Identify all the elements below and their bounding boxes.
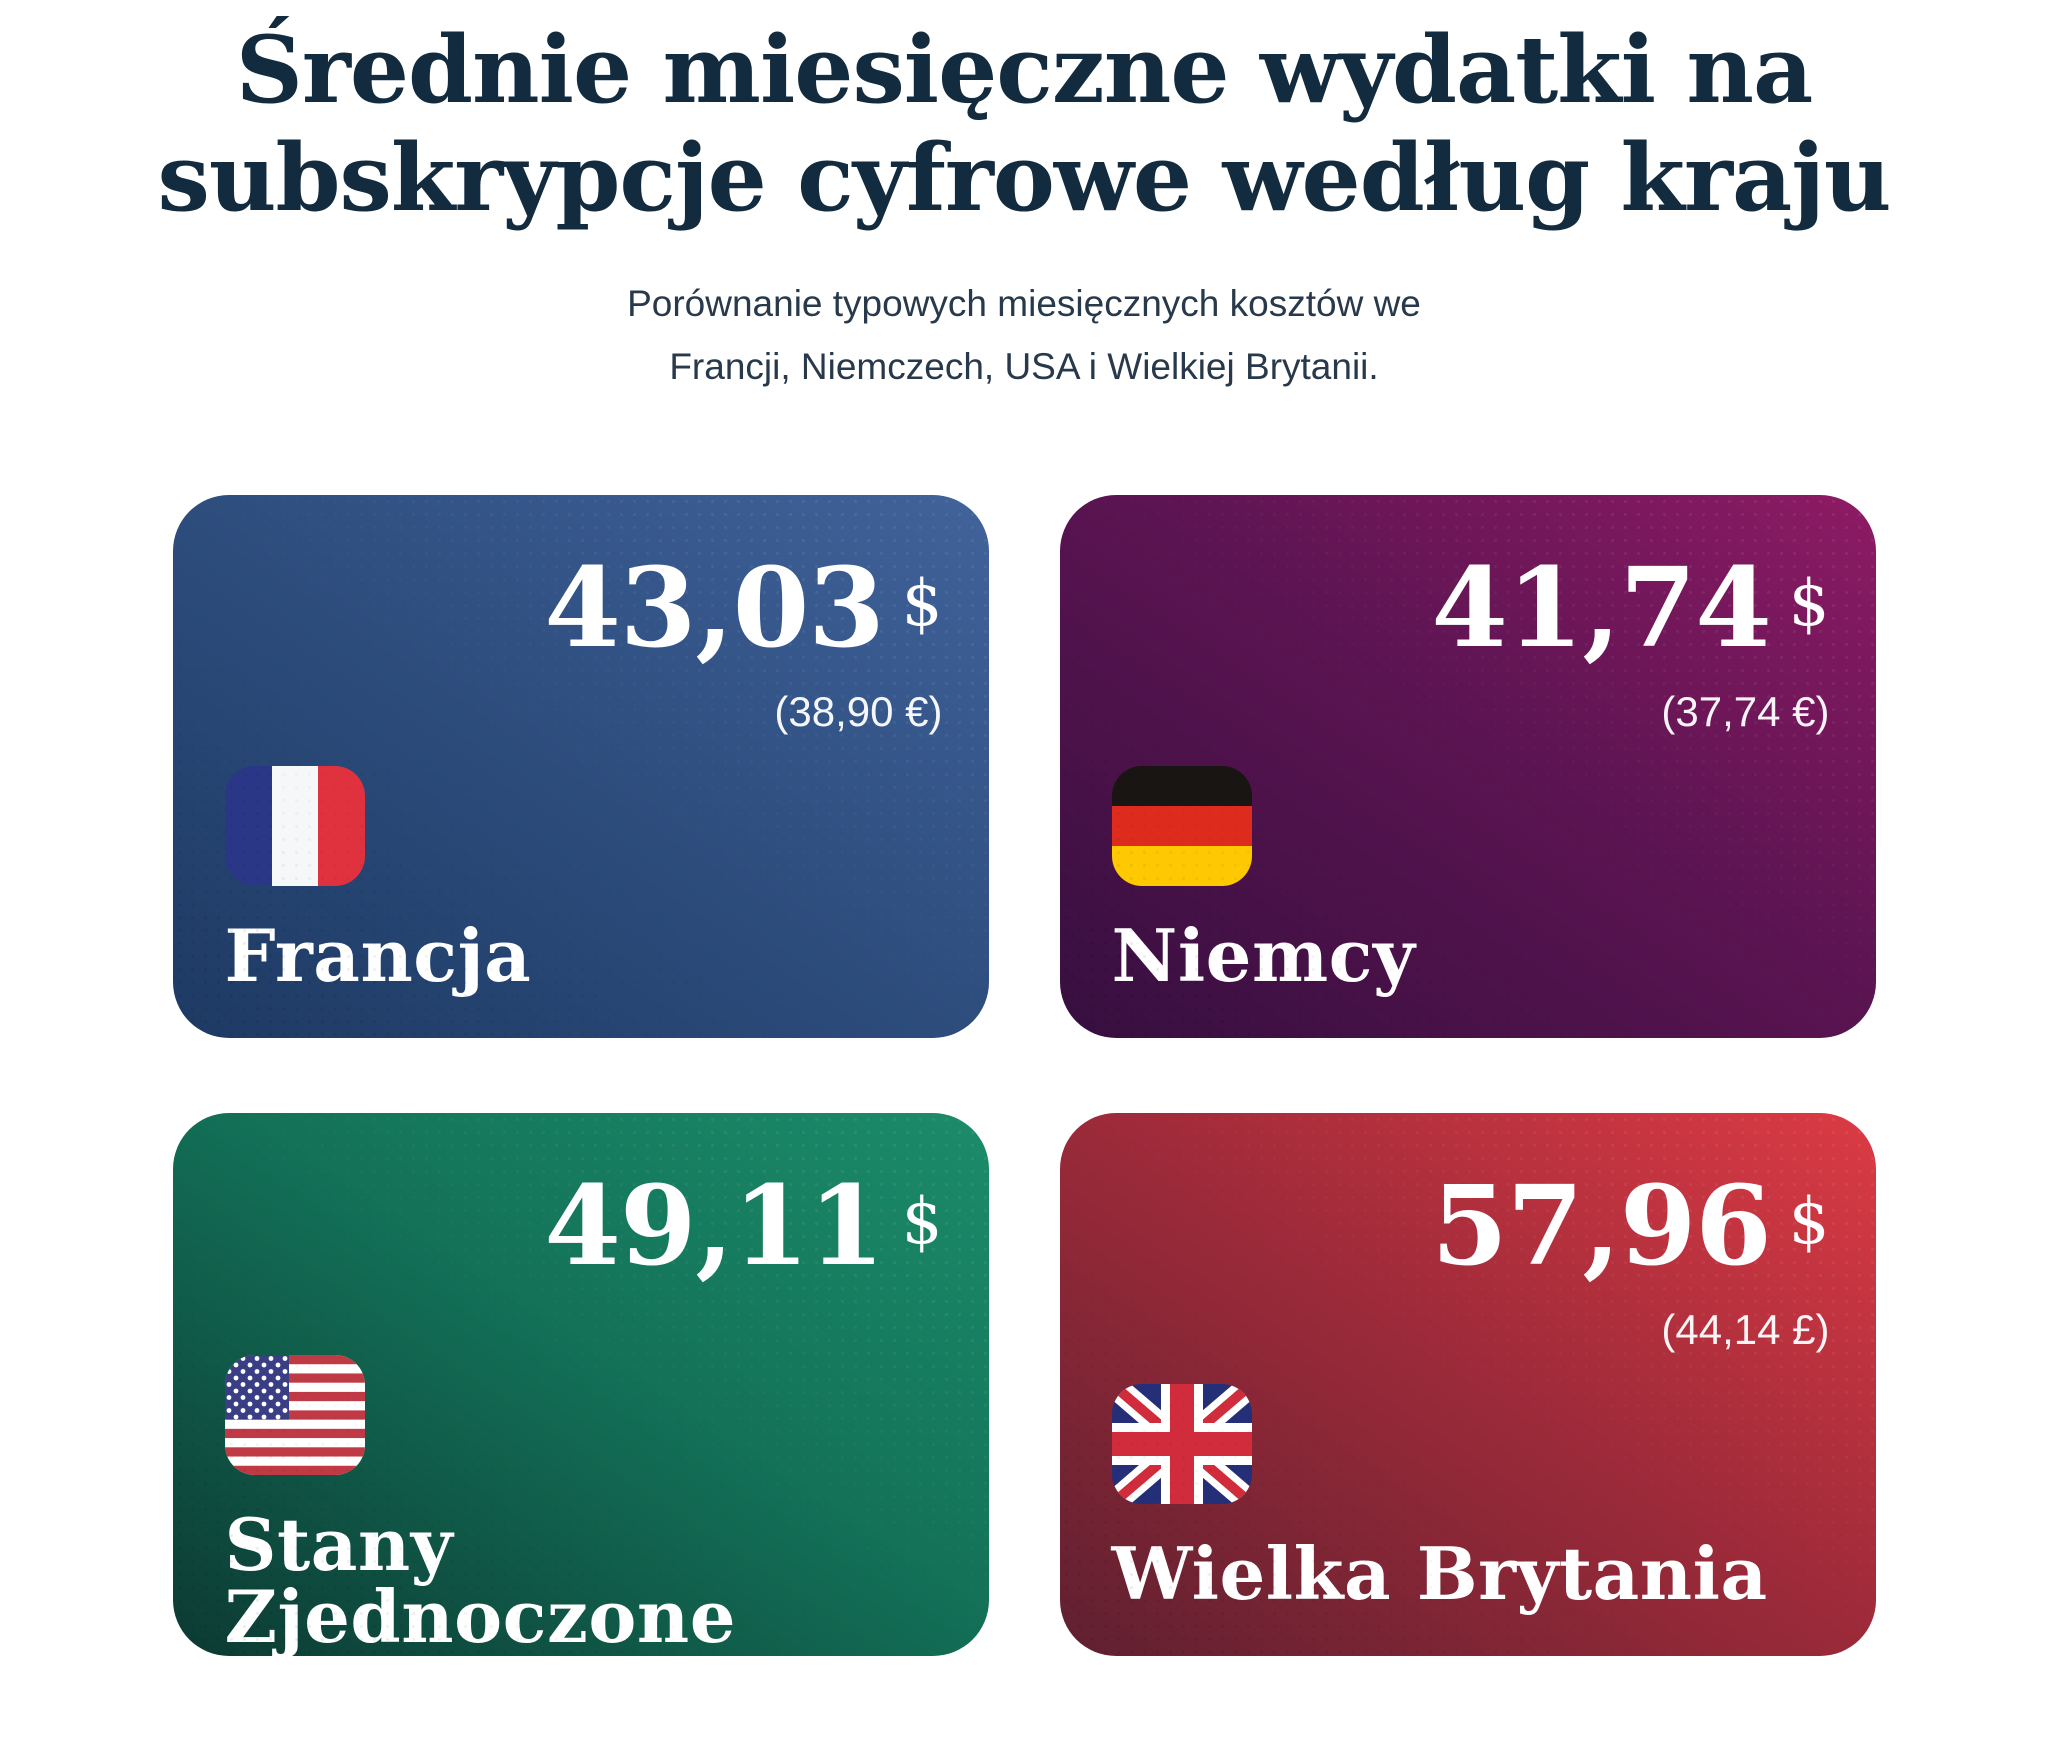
country-label: Wielka Brytania (1111, 1531, 1768, 1616)
amount-value: 41,74 (1431, 543, 1771, 672)
card-bottom: Niemcy (1111, 766, 1830, 998)
uk-flag-icon (1111, 1384, 1252, 1504)
card-bottom: Francja (224, 766, 943, 998)
secondary-value: (44,14 £) (1661, 1306, 1830, 1353)
secondary-value (225, 1305, 943, 1355)
page-subtitle-line2: Francji, Niemczech, USA i Wielkiej Bryta… (669, 346, 1379, 388)
currency-symbol: $ (1788, 1185, 1830, 1259)
header: Średnie miesięczne wydatki na subskrypcj… (0, 0, 2048, 399)
page-title-line1: Średnie miesięczne wydatki na (235, 15, 1814, 124)
usa-flag-icon (224, 1355, 365, 1475)
value-row: 43,03 $ (225, 543, 943, 672)
value-row: 41,74 $ (1112, 543, 1830, 672)
country-card-uk: 57,96 $ (44,14 £) (1059, 1113, 1876, 1656)
country-label: Niemcy (1111, 913, 1416, 998)
currency-symbol: $ (901, 567, 943, 641)
cards-grid: 43,03 $ (38,90 €) Francja 41,74 (172, 495, 1876, 1656)
page-title-line2: subskrypcje cyfrowe według kraju (157, 122, 1891, 232)
secondary-value: (38,90 €) (774, 688, 943, 735)
country-card-france: 43,03 $ (38,90 €) Francja (172, 495, 989, 1038)
country-label: Stany Zjednoczone (224, 1502, 737, 1656)
country-label: Francja (224, 913, 532, 998)
currency-symbol: $ (901, 1185, 943, 1259)
amount-value: 57,96 (1431, 1161, 1771, 1290)
page-subtitle: Porównanie typowych miesięcznych kosztów… (0, 272, 2048, 399)
value-row: 57,96 $ (1112, 1161, 1830, 1290)
secondary-value: (37,74 €) (1661, 688, 1830, 735)
currency-symbol: $ (1788, 567, 1830, 641)
value-row: 49,11 $ (225, 1161, 943, 1290)
page-subtitle-line1: Porównanie typowych miesięcznych kosztów… (627, 282, 1421, 324)
amount-value: 49,11 (544, 1161, 884, 1290)
page-title: Średnie miesięczne wydatki na subskrypcj… (0, 16, 2048, 232)
country-card-usa: 49,11 $ (172, 1113, 989, 1656)
country-card-germany: 41,74 $ (37,74 €) Niemcy (1059, 495, 1876, 1038)
amount-value: 43,03 (544, 543, 884, 672)
card-bottom: Wielka Brytania (1111, 1384, 1830, 1616)
card-bottom: Stany Zjednoczone (224, 1355, 943, 1656)
france-flag-icon (224, 766, 365, 886)
germany-flag-icon (1111, 766, 1252, 886)
